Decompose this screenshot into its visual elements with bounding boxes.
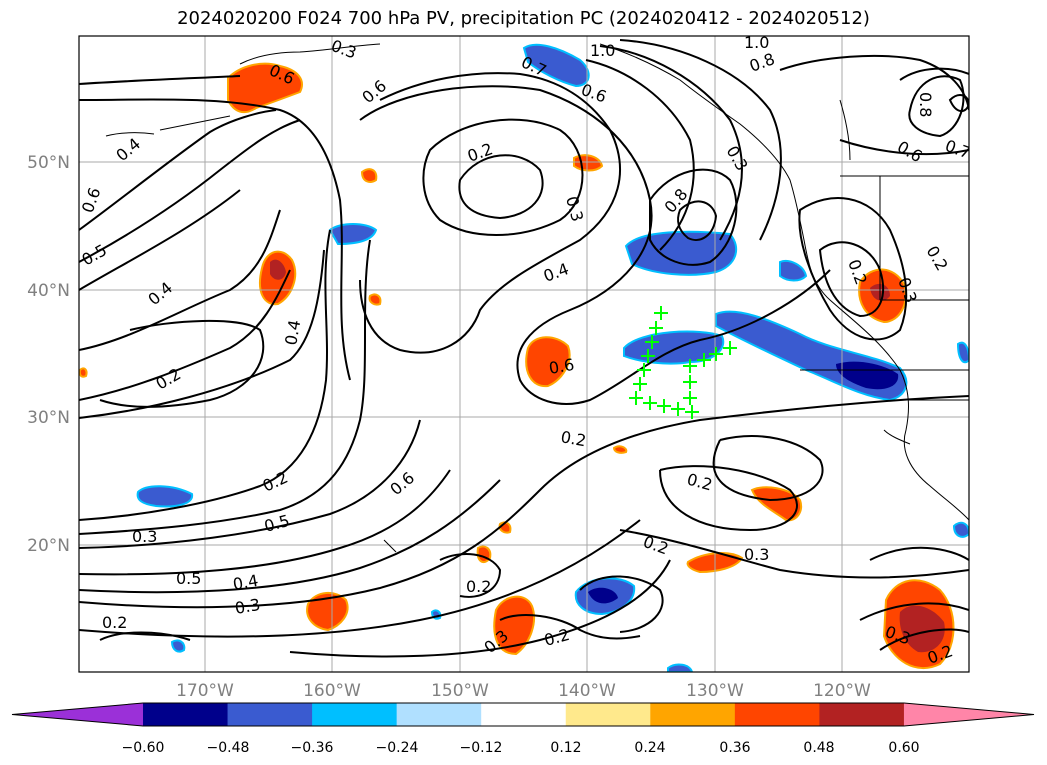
lon-label: 130°W bbox=[686, 681, 744, 701]
colorbar-tick-label: −0.24 bbox=[376, 740, 419, 756]
graticule bbox=[79, 36, 969, 672]
green-plus-marker bbox=[683, 359, 697, 373]
colorbar-segment bbox=[650, 703, 736, 726]
colorbar-tick-label: 0.12 bbox=[550, 740, 581, 756]
green-plus-marker bbox=[629, 391, 643, 405]
colorbar-tick-label: −0.36 bbox=[291, 740, 334, 756]
green-plus-marker bbox=[654, 306, 668, 320]
contour-label: 0.2 bbox=[466, 577, 491, 596]
contour-label: 0.3 bbox=[233, 595, 261, 618]
colorbar-outline bbox=[11, 702, 1035, 727]
lon-label: 140°W bbox=[558, 681, 616, 701]
colorbar-segment bbox=[565, 703, 651, 726]
colorbar-segment bbox=[396, 703, 482, 726]
lat-label: 40°N bbox=[27, 281, 70, 301]
green-plus-marker bbox=[683, 391, 697, 405]
colorbar-segment bbox=[481, 703, 567, 726]
map-title: 2024020200 F024 700 hPa PV, precipitatio… bbox=[177, 8, 870, 29]
green-plus-marker bbox=[657, 399, 671, 413]
contour-label: 0.5 bbox=[176, 569, 201, 588]
green-plus-marker bbox=[683, 375, 697, 389]
contour-label: 0.2 bbox=[102, 613, 127, 632]
green-plus-marker bbox=[709, 347, 723, 361]
colorbar-tick-label: −0.48 bbox=[207, 740, 250, 756]
colorbar-segment bbox=[227, 703, 313, 726]
colorbar-segment bbox=[143, 703, 229, 726]
colorbar-tick-label: 0.48 bbox=[803, 740, 834, 756]
green-plus-marker bbox=[641, 349, 655, 363]
green-plus-marker bbox=[645, 335, 659, 349]
green-plus-marker bbox=[649, 321, 663, 335]
green-plus-marker bbox=[633, 377, 647, 391]
colorbar-ticks: −0.60 −0.48 −0.36 −0.24 −0.12 0.12 0.24 … bbox=[122, 740, 920, 756]
contour-label: 1.0 bbox=[590, 41, 615, 60]
contour-label: 0.3 bbox=[744, 545, 769, 564]
colorbar-extend-max bbox=[903, 703, 1034, 726]
lon-label: 160°W bbox=[303, 681, 361, 701]
colorbar-tick-label: −0.60 bbox=[122, 740, 165, 756]
colorbar-segment bbox=[819, 703, 905, 726]
green-plus-marker bbox=[637, 363, 651, 377]
colorbar-segment bbox=[734, 703, 820, 726]
colorbar-tick-label: 0.24 bbox=[634, 740, 665, 756]
colorbar-segment bbox=[312, 703, 398, 726]
lat-label: 50°N bbox=[27, 153, 70, 173]
coastlines bbox=[105, 43, 969, 553]
colorbar-extend-min bbox=[12, 703, 143, 726]
green-plus-marker bbox=[685, 405, 699, 419]
colorbar-tick-label: 0.36 bbox=[719, 740, 750, 756]
colorbar-tick-label: −0.12 bbox=[460, 740, 503, 756]
lon-label: 150°W bbox=[431, 681, 489, 701]
contour-label: 0.6 bbox=[547, 355, 575, 378]
contour-label: 0.3 bbox=[132, 527, 157, 546]
plot-frame bbox=[78, 35, 970, 673]
lon-label: 170°W bbox=[176, 681, 234, 701]
green-plus-marker bbox=[697, 353, 711, 367]
contour-label: 0.4 bbox=[281, 318, 304, 346]
lat-label: 30°N bbox=[27, 408, 70, 428]
lon-label: 120°W bbox=[813, 681, 871, 701]
colorbar-tick-label: 0.60 bbox=[888, 740, 919, 756]
green-plus-marker bbox=[643, 396, 657, 410]
colorbar bbox=[11, 702, 1035, 727]
contour-label: 0.2 bbox=[559, 427, 587, 450]
contour-label: 1.0 bbox=[744, 33, 769, 52]
lat-label: 20°N bbox=[27, 536, 70, 556]
contour-label: 0.4 bbox=[231, 571, 259, 594]
marker-layer bbox=[629, 306, 737, 419]
green-plus-marker bbox=[723, 341, 737, 355]
contour-label: 0.8 bbox=[916, 92, 935, 117]
green-plus-marker bbox=[671, 402, 685, 416]
